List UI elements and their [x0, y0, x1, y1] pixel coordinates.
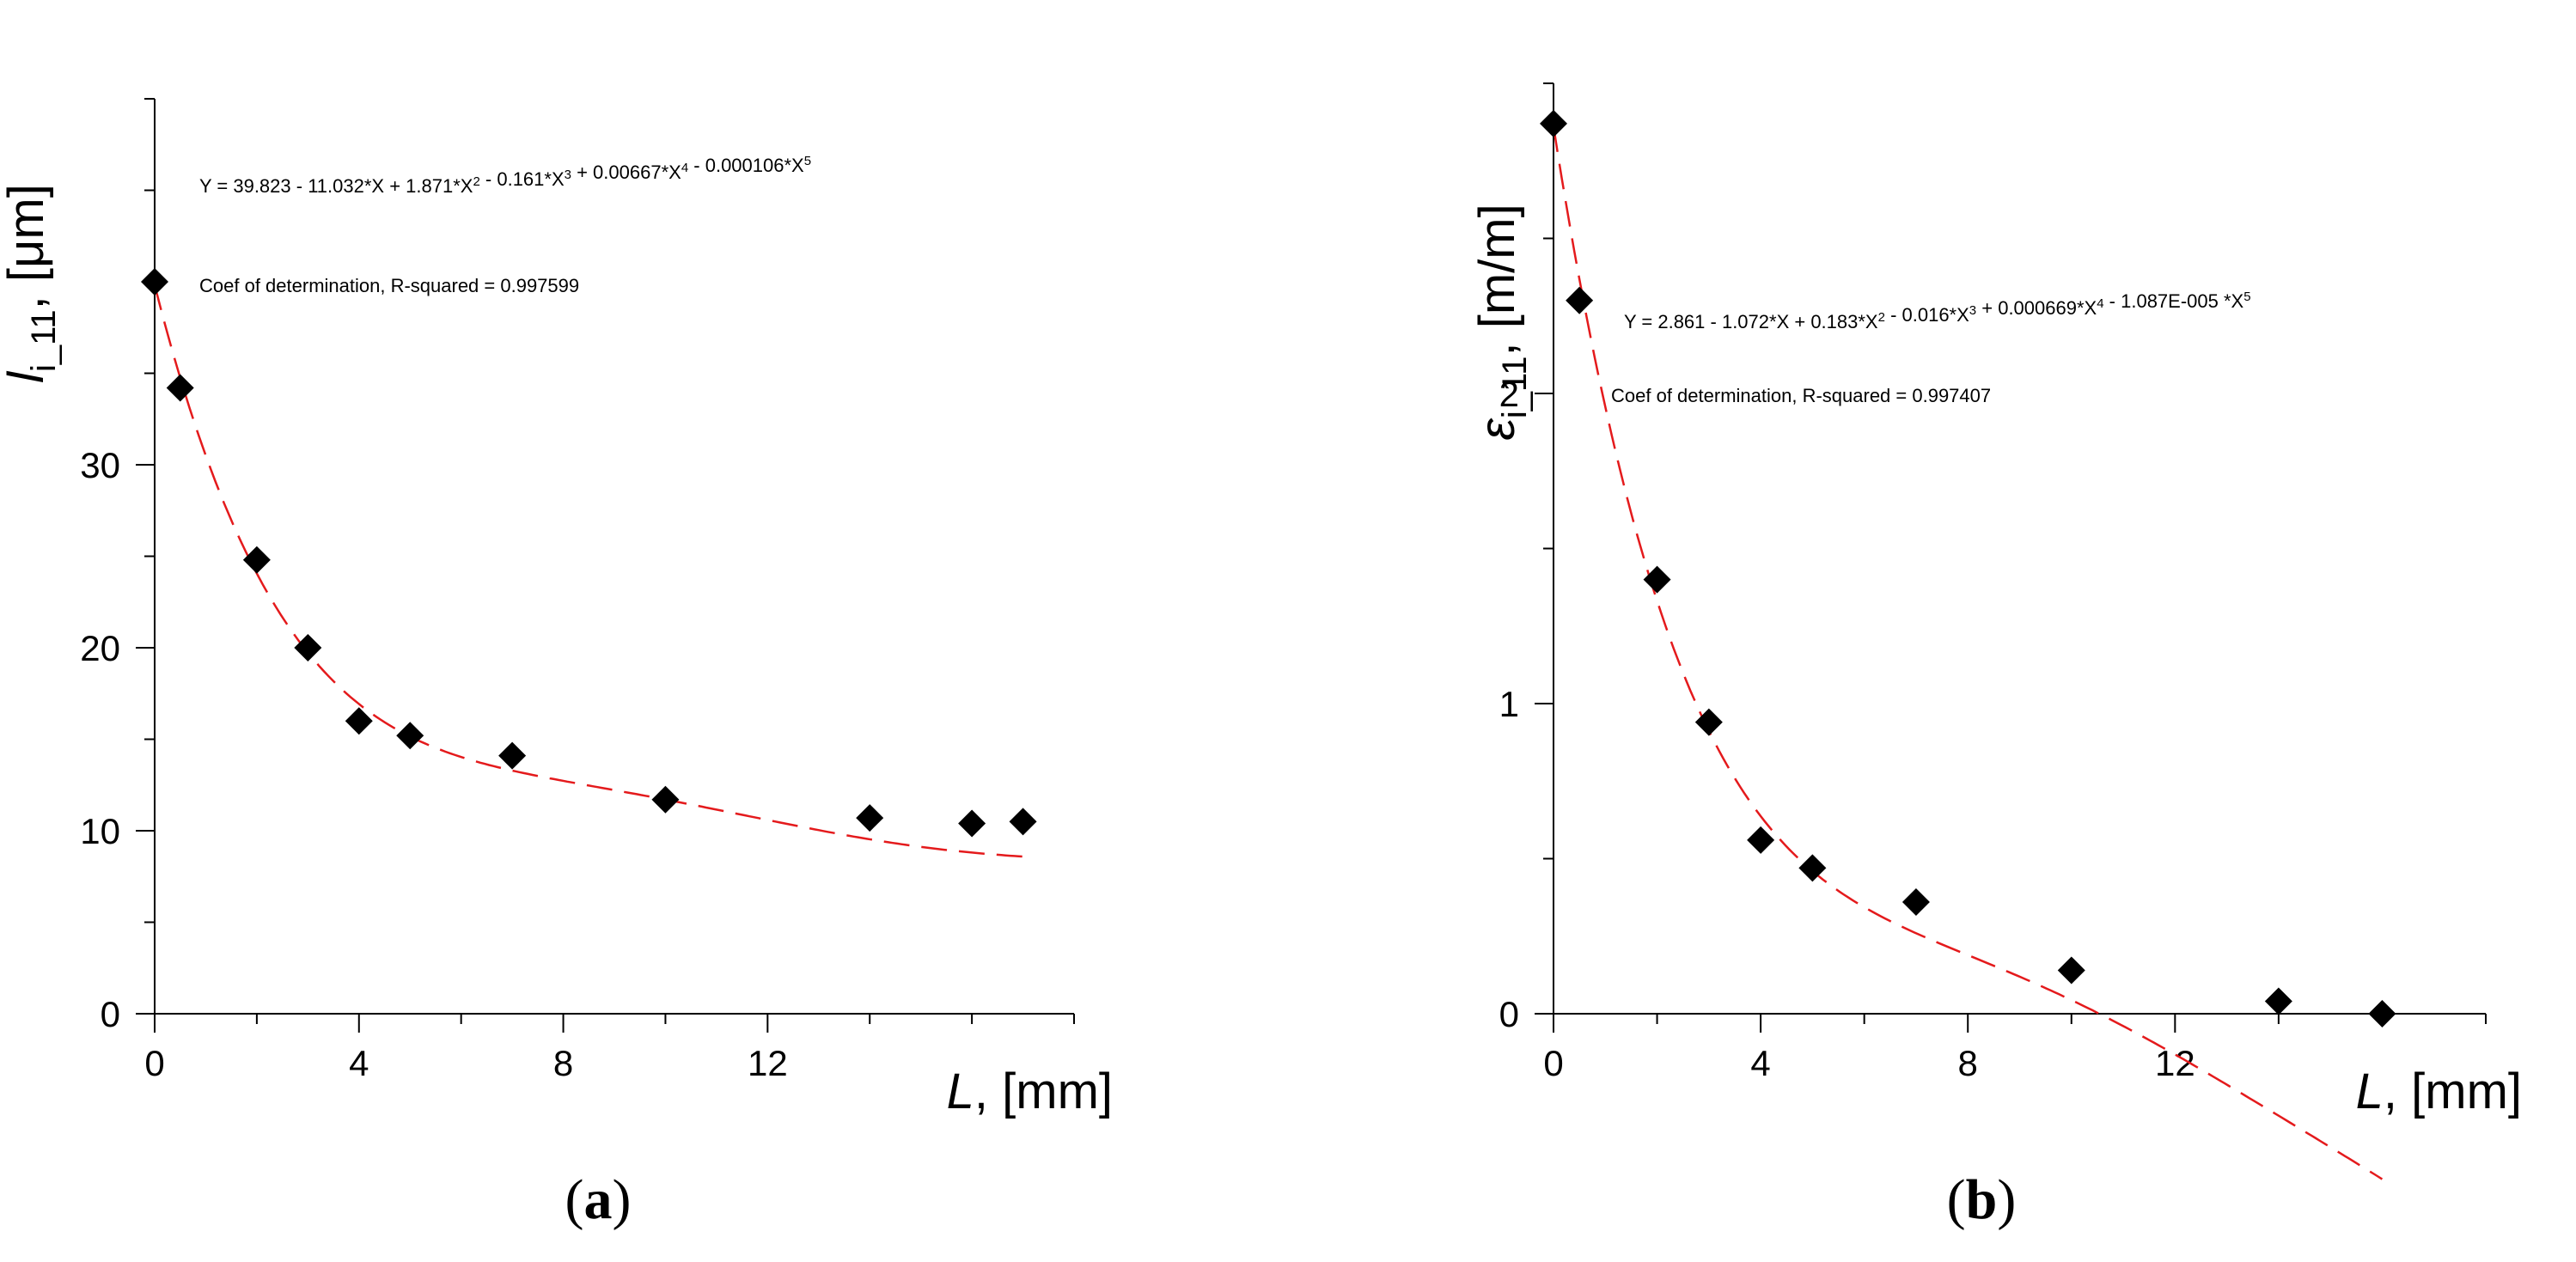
chart-a-fit-line — [153, 284, 1023, 858]
chart-b-ytick-label: 0 — [1499, 994, 1519, 1034]
chart-b-data-point — [1694, 708, 1723, 736]
chart-a-ytick-label: 20 — [80, 628, 120, 668]
chart-a-xtick-label: 0 — [144, 1043, 164, 1083]
chart-b-xtick-label: 0 — [1543, 1043, 1563, 1083]
chart-a-panel-label: (a) — [565, 1168, 632, 1231]
chart-a-data-point — [242, 546, 271, 574]
chart-a-data-point — [345, 707, 373, 735]
chart-a-ytick-label: 30 — [80, 445, 120, 485]
chart-b-data-point — [1747, 826, 1775, 854]
chart-a-data-point — [166, 374, 194, 402]
chart-a-ylabel: li_11, [μm] — [0, 184, 63, 383]
chart-b-data-point — [1798, 854, 1827, 882]
chart-b-r-squared: Coef of determination, R-squared = 0.997… — [1611, 385, 1991, 406]
chart-a-fit-equation: Y = 39.823 - 11.032*X + 1.871*X2 - 0.161… — [199, 154, 811, 197]
chart-a-xtick-label: 4 — [349, 1043, 369, 1083]
chart-b-data-point — [1643, 565, 1671, 594]
chart-b-xlabel: L, [mm] — [2356, 1064, 2522, 1119]
chart-b-panel-label: (b) — [1947, 1168, 2017, 1231]
chart-b-fit-line — [1552, 126, 2384, 1180]
chart-a-xlabel: L, [mm] — [947, 1064, 1113, 1119]
chart-a-xtick-label: 8 — [553, 1043, 573, 1083]
chart-b-data-point — [2368, 1000, 2396, 1027]
chart-a-data-point — [856, 804, 884, 832]
chart-a-r-squared: Coef of determination, R-squared = 0.997… — [199, 275, 579, 296]
chart-b-fit-equation: Y = 2.861 - 1.072*X + 0.183*X2 - 0.016*X… — [1624, 290, 2251, 332]
chart-b-data-point — [2264, 987, 2292, 1015]
chart-a-data-point — [958, 809, 986, 838]
chart-b-data-point — [1566, 286, 1594, 314]
chart-b-ylabel: εi_11, [m/m] — [1469, 204, 1534, 440]
chart-a-ytick-label: 0 — [101, 994, 120, 1034]
chart-a-data-point — [651, 785, 680, 814]
chart-b-data-point — [1540, 109, 1567, 137]
chart-b-ytick-label: 1 — [1499, 684, 1519, 724]
chart-a-data-point — [396, 722, 424, 750]
chart-b-data-point — [2057, 956, 2085, 985]
chart-b-data-point — [1901, 888, 1930, 917]
chart-b-xtick-label: 4 — [1750, 1043, 1770, 1083]
chart-a-ytick-label: 10 — [80, 811, 120, 851]
chart-a-data-point — [141, 268, 168, 296]
chart-a-xtick-label: 12 — [748, 1043, 788, 1083]
chart-a: 0 10 20 30 0 4 8 12 Y = 39.823 - 11.032*X + 1.87… — [0, 98, 1113, 1231]
chart-a-data-point — [294, 634, 322, 661]
chart-a-data-point — [1009, 808, 1037, 836]
chart-b-xtick-label: 8 — [1958, 1043, 1978, 1083]
chart-a-data-point — [498, 741, 527, 770]
chart-b-ytick-label: 2 — [1499, 374, 1519, 414]
